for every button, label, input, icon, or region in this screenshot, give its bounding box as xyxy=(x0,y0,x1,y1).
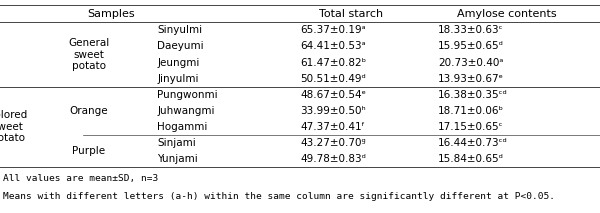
Text: 18.33±0.63ᶜ: 18.33±0.63ᶜ xyxy=(438,25,503,35)
Text: Pungwonmi: Pungwonmi xyxy=(157,90,218,100)
Text: 61.47±0.82ᵇ: 61.47±0.82ᵇ xyxy=(300,58,366,68)
Text: General
sweet
potato: General sweet potato xyxy=(68,38,109,71)
Text: Orange: Orange xyxy=(70,106,108,116)
Text: 43.27±0.70ᵍ: 43.27±0.70ᵍ xyxy=(300,138,366,148)
Text: 65.37±0.19ᵃ: 65.37±0.19ᵃ xyxy=(300,25,365,35)
Text: Samples: Samples xyxy=(87,9,135,19)
Text: Hogammi: Hogammi xyxy=(157,122,208,132)
Text: 16.38±0.35ᶜᵈ: 16.38±0.35ᶜᵈ xyxy=(438,90,508,100)
Text: Sinjami: Sinjami xyxy=(157,138,196,148)
Text: Colored
sweet
potato: Colored sweet potato xyxy=(0,110,28,144)
Text: 20.73±0.40ᵃ: 20.73±0.40ᵃ xyxy=(438,58,503,68)
Text: Jinyulmi: Jinyulmi xyxy=(157,74,199,84)
Text: Means with different letters (a-h) within the same column are significantly diff: Means with different letters (a-h) withi… xyxy=(3,192,555,201)
Text: Total starch: Total starch xyxy=(319,9,383,19)
Text: 15.95±0.65ᵈ: 15.95±0.65ᵈ xyxy=(438,42,504,52)
Text: 15.84±0.65ᵈ: 15.84±0.65ᵈ xyxy=(438,154,504,164)
Text: 17.15±0.65ᶜ: 17.15±0.65ᶜ xyxy=(438,122,503,132)
Text: Yunjami: Yunjami xyxy=(157,154,198,164)
Text: 18.71±0.06ᵇ: 18.71±0.06ᵇ xyxy=(438,106,504,116)
Text: 49.78±0.83ᵈ: 49.78±0.83ᵈ xyxy=(300,154,366,164)
Text: 64.41±0.53ᵃ: 64.41±0.53ᵃ xyxy=(300,42,365,52)
Text: 16.44±0.73ᶜᵈ: 16.44±0.73ᶜᵈ xyxy=(438,138,508,148)
Text: 50.51±0.49ᵈ: 50.51±0.49ᵈ xyxy=(300,74,366,84)
Text: 13.93±0.67ᵉ: 13.93±0.67ᵉ xyxy=(438,74,504,84)
Text: Purple: Purple xyxy=(72,146,106,156)
Text: Sinyulmi: Sinyulmi xyxy=(157,25,202,35)
Text: Amylose contents: Amylose contents xyxy=(457,9,557,19)
Text: Jeungmi: Jeungmi xyxy=(157,58,200,68)
Text: Daeyumi: Daeyumi xyxy=(157,42,204,52)
Text: 48.67±0.54ᵉ: 48.67±0.54ᵉ xyxy=(300,90,366,100)
Text: 33.99±0.50ʰ: 33.99±0.50ʰ xyxy=(300,106,366,116)
Text: Juhwangmi: Juhwangmi xyxy=(157,106,215,116)
Text: All values are mean±SD, n=3: All values are mean±SD, n=3 xyxy=(3,174,158,183)
Text: 47.37±0.41ᶠ: 47.37±0.41ᶠ xyxy=(300,122,365,132)
